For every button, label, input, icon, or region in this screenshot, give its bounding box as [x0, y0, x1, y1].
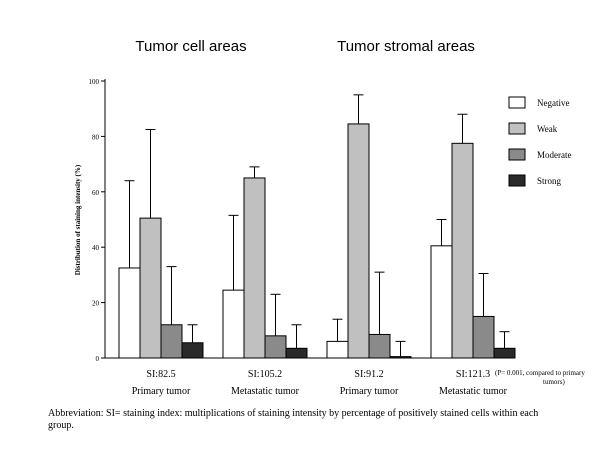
bar-negative — [430, 245, 453, 359]
bar-moderate — [368, 333, 391, 359]
bar-strong — [285, 347, 308, 359]
footnote: Abbreviation: SI= staining index: multip… — [48, 408, 539, 431]
panel-title-tumor-stromal: Tumor stromal areas — [337, 38, 475, 55]
group-name-label: Primary tumor — [340, 386, 399, 397]
group-name-label: Metastatic tumor — [439, 386, 508, 397]
legend-label-weak: Weak — [537, 124, 558, 134]
group-si-label: SI:121.3 — [456, 369, 490, 380]
bar-negative — [222, 289, 245, 359]
legend-swatch-moderate — [508, 148, 526, 161]
legend-swatch-negative — [508, 96, 526, 109]
y-tick-label: 40 — [92, 244, 100, 252]
group-note-label: (P= 0.001, compared to primary tumors) — [495, 369, 585, 386]
y-tick-label: 20 — [92, 300, 100, 308]
bar-weak — [347, 123, 370, 359]
group-si-label: SI:82.5 — [146, 369, 175, 380]
bar-moderate — [472, 315, 495, 359]
legend-swatch-weak — [508, 122, 526, 135]
legend-label-moderate: Moderate — [537, 150, 571, 160]
y-tick-label: 100 — [89, 78, 100, 86]
y-tick-label: 0 — [96, 355, 100, 363]
y-axis-label: Distribution of staining intensity (%) — [74, 164, 82, 275]
group-si-label: SI:105.2 — [248, 369, 282, 380]
bar-weak — [243, 177, 266, 359]
bar-strong — [389, 356, 412, 359]
bar-moderate — [160, 324, 183, 359]
group-name-label: Metastatic tumor — [231, 386, 300, 397]
bar-weak — [139, 217, 162, 359]
bar-negative — [326, 340, 349, 359]
bar-moderate — [264, 335, 287, 359]
legend-label-negative: Negative — [537, 98, 569, 108]
bar-weak — [451, 142, 474, 359]
group-si-label: SI:91.2 — [354, 369, 383, 380]
group-name-label: Primary tumor — [132, 386, 191, 397]
legend-swatch-strong — [508, 174, 526, 187]
legend-label-strong: Strong — [537, 176, 562, 186]
panel-title-tumor-cell: Tumor cell areas — [135, 38, 247, 55]
bar-negative — [118, 267, 141, 359]
bar-strong — [181, 342, 204, 359]
y-tick-label: 80 — [92, 133, 100, 141]
y-tick-label: 60 — [92, 189, 100, 197]
bar-strong — [493, 347, 516, 359]
